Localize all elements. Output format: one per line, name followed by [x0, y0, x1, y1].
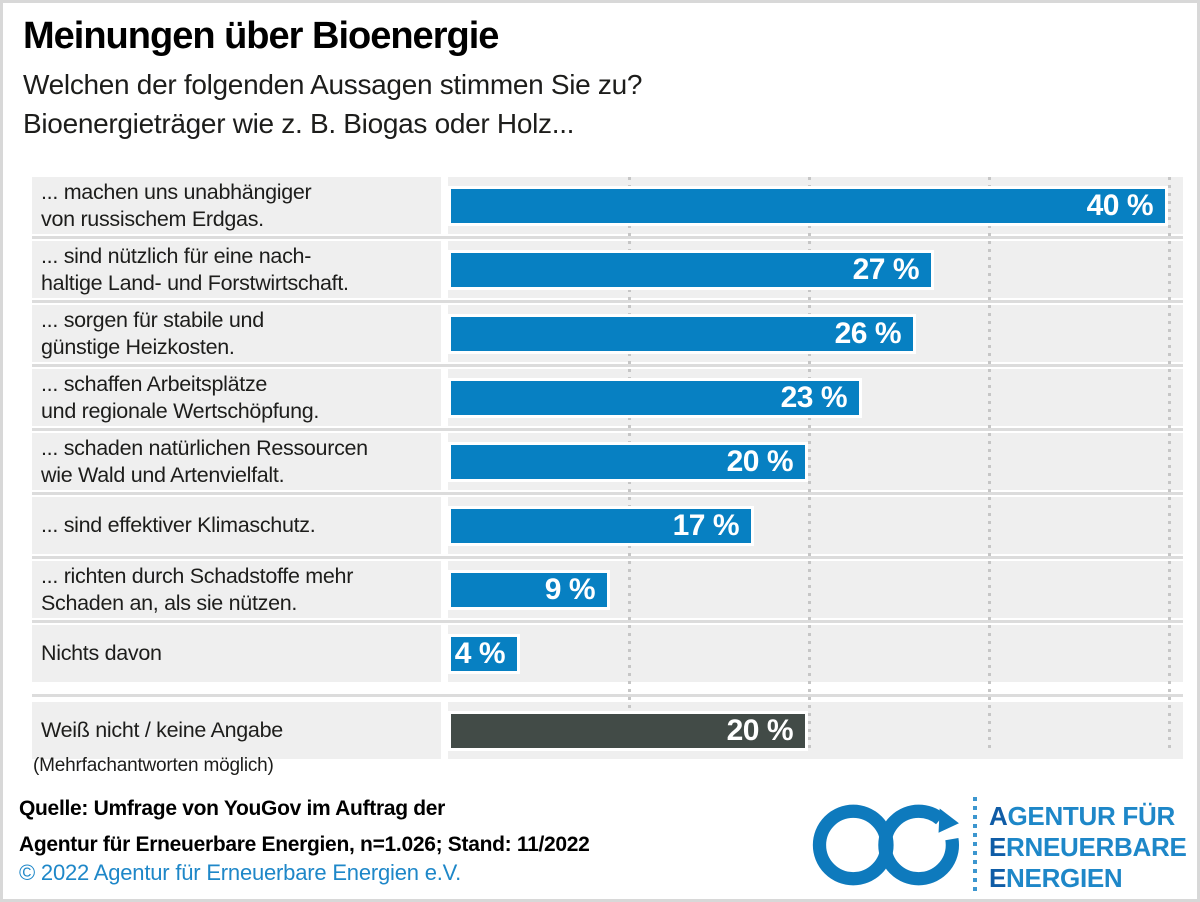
- bar-value-label: 26 %: [834, 316, 902, 350]
- bar-blue: 40 %: [448, 185, 1168, 226]
- bar-blue: 26 %: [448, 313, 916, 354]
- logo-lead-letter: E: [989, 863, 1007, 893]
- row-separator: [32, 620, 1183, 623]
- logo-wordmark: AGENTUR FÜR ERNEUERBARE ENERGIEN: [989, 801, 1187, 894]
- copyright-text: © 2022 Agentur für Erneuerbare Energien …: [19, 860, 462, 885]
- category-label-line: ... schaden natürlichen Ressourcen: [41, 436, 368, 460]
- bar-value-label: 40 %: [1086, 188, 1154, 222]
- category-label-line: und regionale Wertschöpfung.: [41, 398, 320, 423]
- bar-blue: 4 %: [448, 633, 520, 674]
- category-label-line: günstige Heizkosten.: [41, 334, 235, 359]
- bar-blue: 17 %: [448, 505, 754, 546]
- category-label-line: von russischem Erdgas.: [41, 206, 264, 231]
- logo-lead-letter: A: [989, 801, 1008, 831]
- source-line-2: Agentur für Erneuerbare Energien, n=1.02…: [19, 833, 590, 856]
- bar-chart: ... machen uns unabhängiger von russische…: [32, 177, 1183, 759]
- category-label: ... machen uns unabhängiger von russische…: [32, 177, 441, 234]
- category-label: ... sind effektiver Klimaschutz.: [32, 497, 441, 554]
- page-title: Meinungen über Bioenergie: [23, 15, 499, 57]
- bar-blue: 9 %: [448, 569, 610, 610]
- logo-wordmark-line: AGENTUR FÜR: [989, 801, 1187, 832]
- logo-dotted-divider: [973, 797, 977, 891]
- category-label-line: ... richten durch Schadstoffe mehr: [41, 564, 354, 588]
- row-separator: [32, 364, 1183, 367]
- category-label-line: Nichts davon: [41, 641, 162, 666]
- category-label-line: ... sind nützlich für eine nach-: [41, 244, 312, 268]
- bar-value-label: 4 %: [454, 636, 506, 670]
- subtitle-line-2: Bioenergieträger wie z. B. Biogas oder H…: [23, 108, 575, 139]
- category-label: ... sind nützlich für eine nach-haltige …: [32, 241, 441, 298]
- gridline-40-percent: [1168, 177, 1171, 752]
- category-label-line: Schaden an, als sie nützen.: [41, 590, 298, 615]
- category-label: ... schaffen Arbeitsplätze und regionale …: [32, 369, 441, 426]
- category-label: Weiß nicht / keine Angabe: [32, 702, 441, 759]
- row-separator: [32, 492, 1183, 495]
- infinity-arrow-icon: [812, 804, 960, 886]
- logo-rest-text: GENTUR FÜR: [1007, 801, 1175, 831]
- logo-wordmark-line: ENERGIEN: [989, 863, 1187, 894]
- logo-rest-text: NERGIEN: [1006, 863, 1123, 893]
- row-separator: [32, 694, 1183, 697]
- category-label: ... sorgen für stabile und günstige Heizk…: [32, 305, 441, 362]
- category-label-line: wie Wald und Artenvielfalt.: [41, 462, 285, 487]
- category-label-line: Weiß nicht / keine Angabe: [41, 718, 283, 743]
- bar-value-label: 27 %: [852, 252, 920, 286]
- bar-value-label: 9 %: [544, 572, 596, 606]
- logo-rest-text: RNEUERBARE: [1006, 832, 1187, 862]
- category-label-line: ... sorgen für stabile und: [41, 308, 264, 332]
- bar-blue: 27 %: [448, 249, 934, 290]
- category-label-line: ... sind effektiver Klimaschutz.: [41, 513, 316, 538]
- gridline-20-percent: [808, 177, 811, 752]
- row-separator: [32, 300, 1183, 303]
- category-label: ... richten durch Schadstoffe mehr Schade…: [32, 561, 441, 618]
- logo-wordmark-line: ERNEUERBARE: [989, 832, 1187, 863]
- source-line-1: Quelle: Umfrage von YouGov im Auftrag de…: [19, 797, 446, 820]
- bar-value-label: 17 %: [672, 508, 740, 542]
- chart-footnote: (Mehrfachantworten möglich): [33, 755, 274, 776]
- logo-lead-letter: E: [989, 832, 1007, 862]
- bar-value-label: 23 %: [780, 380, 848, 414]
- category-label: Nichts davon: [32, 625, 441, 682]
- bar-dark: 20 %: [448, 710, 808, 751]
- gridline-30-percent: [988, 177, 991, 752]
- row-separator: [32, 236, 1183, 239]
- subtitle-line-1: Welchen der folgenden Aussagen stimmen S…: [23, 69, 643, 100]
- category-label-line: haltige Land- und Forstwirtschaft.: [41, 270, 349, 295]
- bar-value-label: 20 %: [726, 713, 794, 747]
- agency-logo: AGENTUR FÜR ERNEUERBARE ENERGIEN: [809, 793, 1193, 897]
- bar-blue: 23 %: [448, 377, 862, 418]
- category-label: ... schaden natürlichen Ressourcen wie Wa…: [32, 433, 441, 490]
- row-separator: [32, 428, 1183, 431]
- source-text: Quelle: Umfrage von YouGov im Auftrag de…: [19, 791, 590, 863]
- row-separator: [32, 556, 1183, 559]
- bar-blue: 20 %: [448, 441, 808, 482]
- page-subtitle: Welchen der folgenden Aussagen stimmen S…: [23, 65, 642, 143]
- plot-row-background: [448, 625, 1183, 682]
- category-label-line: ... schaffen Arbeitsplätze: [41, 372, 268, 396]
- category-label-line: ... machen uns unabhängiger: [41, 180, 312, 204]
- bar-value-label: 20 %: [726, 444, 794, 478]
